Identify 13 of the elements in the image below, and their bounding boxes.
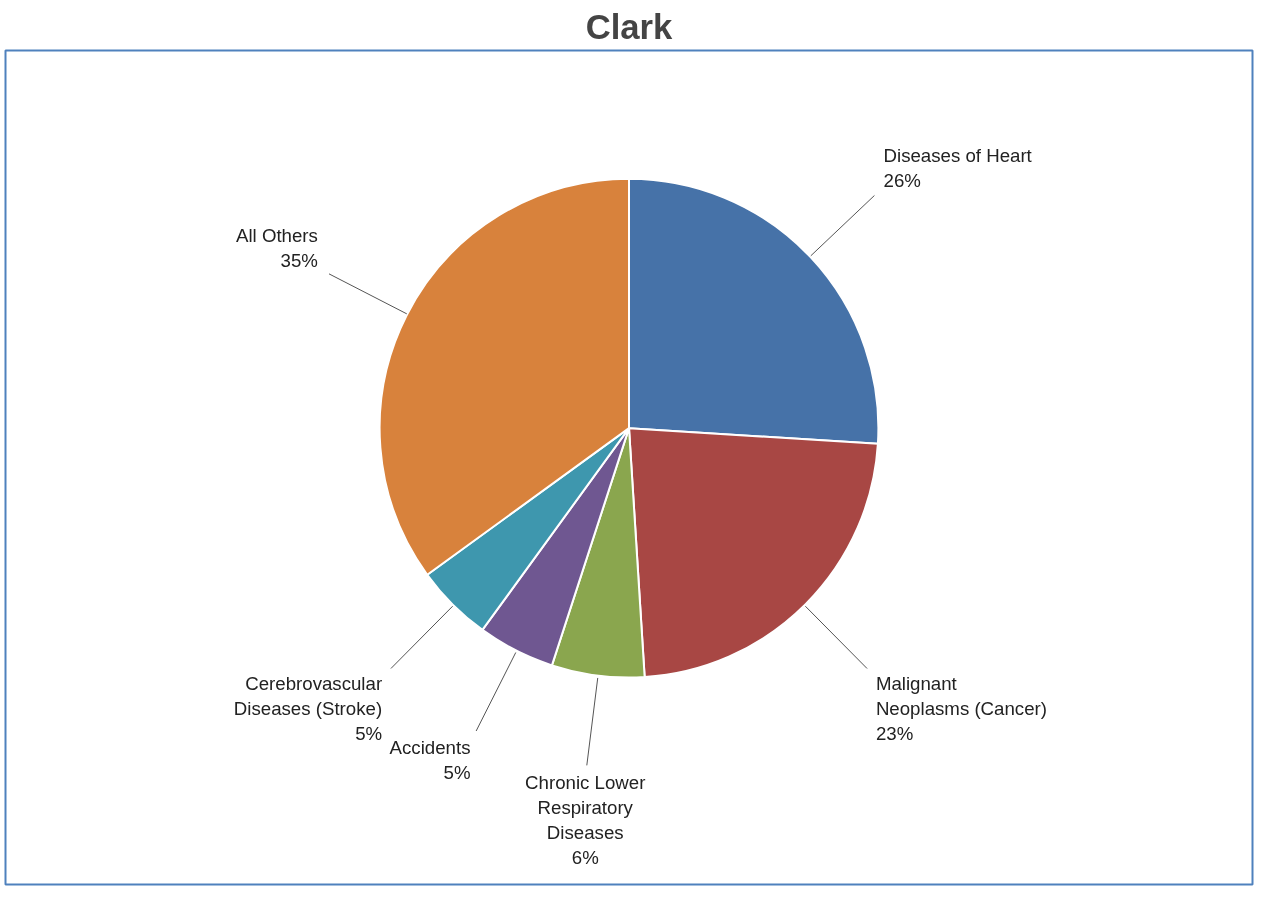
data-label: 5%: [443, 761, 471, 783]
slice-label: Diseases of Heart: [883, 144, 1033, 166]
data-label: 26%: [883, 170, 921, 192]
slice-label: Malignant Neoplasms (Cancer): [875, 672, 1047, 720]
slice-label: Chronic Lower Respiratory Diseases: [525, 771, 646, 844]
data-label: 23%: [875, 723, 914, 745]
chart-title: Clark: [585, 7, 674, 46]
slice-label: Accidents: [389, 736, 471, 758]
data-label: 5%: [355, 723, 383, 745]
data-label: 6%: [571, 847, 599, 869]
slice-label: All Others: [235, 224, 318, 246]
data-label: 35%: [280, 249, 318, 271]
slice-label: Cerebrovascular Diseases (Stroke): [233, 672, 383, 720]
